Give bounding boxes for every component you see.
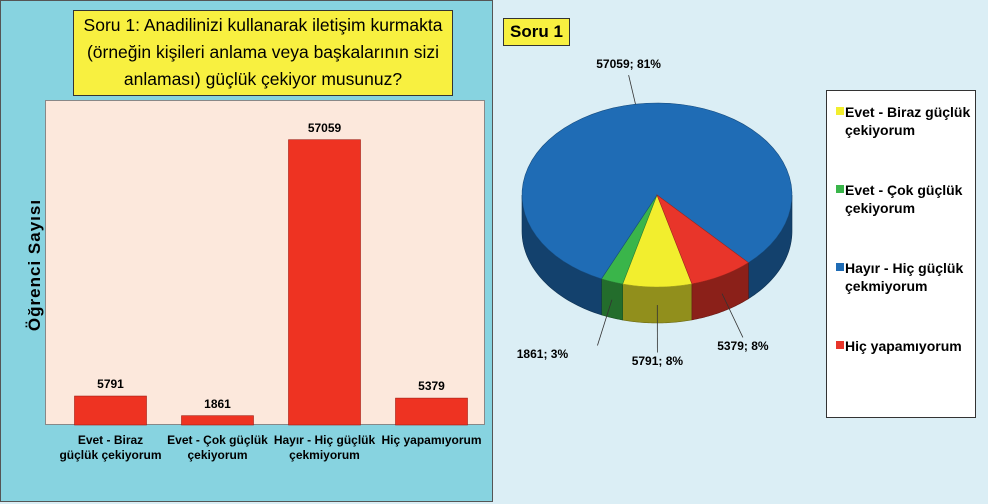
pie-slice [600, 194, 658, 285]
legend-swatch [836, 341, 844, 349]
x-tick-label: Evet - Biraz güçlük çekiyorum [59, 433, 162, 462]
pie-slice [656, 194, 749, 285]
pie-slice-side [601, 278, 623, 321]
leader-line [721, 293, 744, 338]
value-label: 57059; 81% [596, 57, 661, 72]
legend: Evet - Biraz güçlük çekiyorum Evet - Çok … [826, 90, 976, 418]
bar [288, 139, 361, 426]
legend-label: Hayır - Hiç güçlük çekmiyorum [845, 260, 964, 294]
legend-label: Hiç yapamıyorum [845, 338, 962, 354]
pie-title: Soru 1 [503, 18, 570, 46]
value-label: 57059 [307, 120, 342, 135]
x-tick-label: Hiç yapamıyorum [381, 433, 482, 447]
value-label: 1861; 3% [516, 347, 569, 362]
value-label: 5791 [97, 377, 124, 392]
leader-line [597, 299, 613, 346]
leader-line [628, 75, 636, 105]
bar-title: Soru 1: Anadilinizi kullanarak iletişim … [73, 10, 453, 96]
bar [181, 415, 254, 426]
value-label: 5379 [418, 379, 445, 394]
value-label: 1861 [204, 396, 231, 411]
bar [395, 397, 468, 426]
pie-slice [622, 194, 693, 288]
bar [74, 395, 147, 426]
value-label: 5791; 8% [631, 354, 684, 369]
legend-swatch [836, 263, 844, 271]
x-tick-label: Evet - Çok güçlük çekiyorum [167, 433, 268, 462]
value-label: 5379; 8% [717, 339, 769, 354]
legend-label: Evet - Çok güçlük çekiyorum [845, 182, 963, 216]
x-tick-label: Hayır - Hiç güçlük çekmiyorum [273, 433, 376, 462]
legend-swatch [836, 107, 844, 115]
legend-label: Evet - Biraz güçlük çekiyorum [845, 104, 971, 138]
legend-swatch [836, 185, 844, 193]
pie-slice [521, 102, 793, 280]
plot-area [45, 100, 485, 425]
